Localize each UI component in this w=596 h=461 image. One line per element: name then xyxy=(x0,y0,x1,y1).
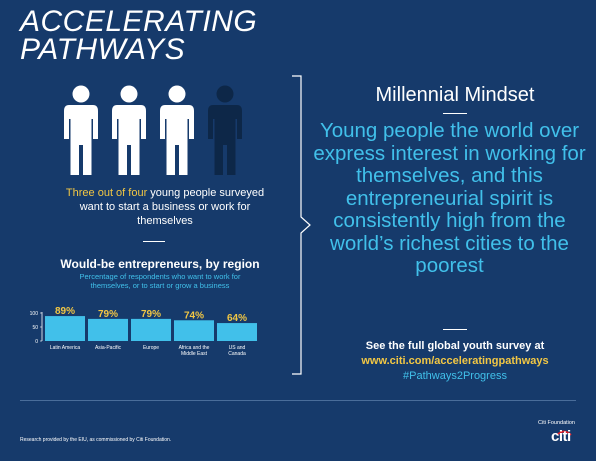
intro-highlight: Three out of four xyxy=(65,187,148,199)
category-label: US and xyxy=(229,345,246,351)
person-icon xyxy=(160,85,194,175)
hashtag[interactable]: #Pathways2Progress xyxy=(403,370,507,382)
citi-logo: citi xyxy=(551,428,571,445)
title-line-2: PATHWAYS xyxy=(20,33,186,66)
footnote: Research provided by the EIU, as commiss… xyxy=(20,437,172,443)
y-tick-label: 50 xyxy=(32,325,38,331)
bar-value-label: 74% xyxy=(184,310,204,321)
category-label: Asia-Pacific xyxy=(95,345,122,351)
cta-text: See the full global youth survey at xyxy=(365,340,545,352)
title-line-1: ACCELERATING xyxy=(20,5,258,38)
person-icon xyxy=(64,85,98,175)
intro-text: Three out of four young people surveyed … xyxy=(60,186,270,228)
category-label: Canada xyxy=(228,351,246,357)
page-title: ACCELERATING PATHWAYS xyxy=(20,5,258,66)
intro-rest: young people surveyed want to start a bu… xyxy=(79,187,265,227)
bar xyxy=(45,316,85,341)
y-tick-label: 0 xyxy=(35,339,38,345)
bar-chart: 0 50 100 89% Latin America 79% Asia-Pacific 79%… xyxy=(30,306,257,357)
category-label: Middle East xyxy=(181,351,208,357)
category-label: Latin America xyxy=(50,345,81,351)
bar xyxy=(88,318,128,341)
divider xyxy=(143,241,165,242)
bar xyxy=(131,318,171,341)
bracket-divider xyxy=(292,75,311,375)
chart-subtitle: Percentage of respondents who want to wo… xyxy=(79,272,241,290)
footer-divider xyxy=(20,400,576,401)
bar-value-label: 79% xyxy=(141,309,161,320)
mindset-title: Millennial Mindset xyxy=(375,84,535,106)
org-name: Citi Foundation xyxy=(538,420,575,426)
divider xyxy=(443,113,467,114)
category-label: Africa and the xyxy=(179,345,210,351)
bar xyxy=(217,323,257,341)
bar-value-label: 64% xyxy=(227,313,247,324)
person-icon xyxy=(112,85,146,175)
citi-arc-icon xyxy=(556,430,572,436)
category-label: Europe xyxy=(143,345,159,351)
bar-value-label: 89% xyxy=(55,306,75,317)
mindset-body: Young people the world over express inte… xyxy=(313,119,586,277)
survey-link[interactable]: www.citi.com/acceleratingpathways xyxy=(361,355,549,367)
divider xyxy=(443,329,467,330)
chart-title: Would-be entrepreneurs, by region xyxy=(60,257,260,271)
bar-value-label: 79% xyxy=(98,309,118,320)
bar xyxy=(174,320,214,341)
y-tick-label: 100 xyxy=(30,311,39,317)
person-icon xyxy=(208,85,242,175)
people-icons xyxy=(62,85,246,175)
